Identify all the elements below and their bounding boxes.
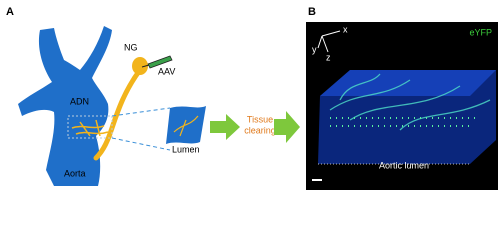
label-ng: NG bbox=[124, 42, 138, 52]
zoom-line bbox=[111, 107, 171, 117]
caption: Aortic lumen bbox=[379, 160, 429, 170]
tissue-nerve bbox=[173, 115, 199, 137]
channel-label: eYFP bbox=[469, 27, 492, 37]
nerve bbox=[93, 67, 143, 161]
label-adn: ADN bbox=[70, 96, 89, 106]
label-tissue: Tissue bbox=[247, 114, 273, 124]
axis-x: x bbox=[343, 24, 348, 34]
nerve-branch bbox=[71, 119, 109, 137]
figure: A NG AAV ADN Lumen Aorta Tissue clearing… bbox=[6, 6, 498, 190]
arrow bbox=[210, 114, 240, 140]
label-aorta: Aorta bbox=[64, 168, 86, 178]
aorta-shape bbox=[18, 26, 112, 186]
panel-label: B bbox=[308, 6, 316, 18]
fibers bbox=[329, 73, 491, 131]
axis-z: z bbox=[326, 52, 331, 62]
zoom-line bbox=[111, 137, 171, 151]
axes-icon bbox=[317, 30, 341, 53]
label-aav: AAV bbox=[158, 66, 175, 76]
label-lumen: Lumen bbox=[172, 144, 200, 154]
fiber-dots bbox=[330, 117, 480, 127]
label-clearing: clearing bbox=[244, 125, 276, 135]
ganglion bbox=[132, 57, 148, 75]
arrow bbox=[274, 111, 300, 143]
needle bbox=[141, 64, 150, 68]
page: A NG AAV ADN Lumen Aorta Tissue clearing… bbox=[6, 5, 498, 190]
panel-label: A bbox=[6, 6, 14, 18]
volume-top bbox=[320, 70, 496, 96]
axis-y: y bbox=[312, 44, 317, 54]
syringe bbox=[147, 55, 173, 69]
inset-box bbox=[67, 115, 113, 139]
